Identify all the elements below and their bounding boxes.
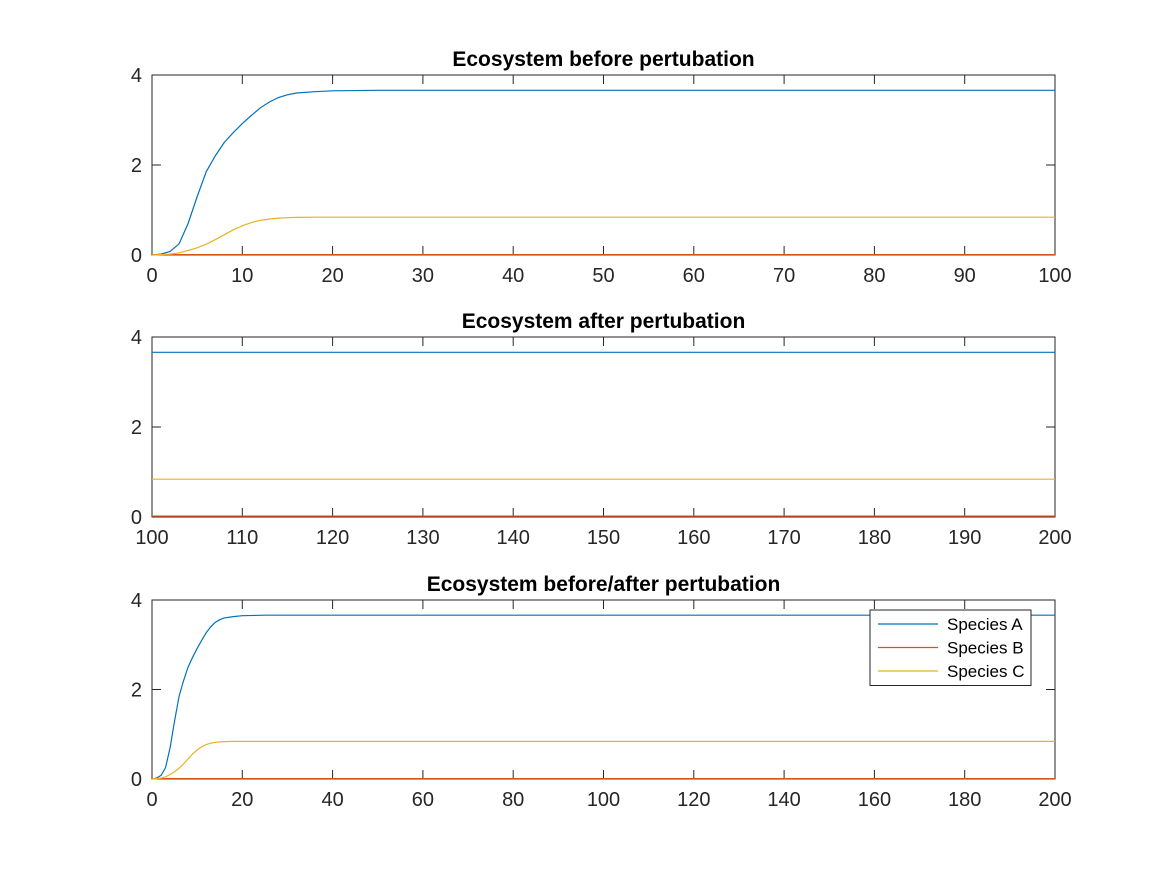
y-tick-label: 2 bbox=[131, 417, 142, 439]
y-tick-label: 0 bbox=[131, 245, 142, 267]
x-tick-label: 170 bbox=[767, 527, 800, 549]
chart-title: Ecosystem before/after pertubation bbox=[427, 573, 781, 596]
x-tick-label: 30 bbox=[412, 265, 434, 287]
y-tick-label: 0 bbox=[131, 507, 142, 529]
legend-entry: Species C bbox=[947, 662, 1024, 681]
x-tick-label: 180 bbox=[858, 527, 891, 549]
series-line-3 bbox=[151, 740, 1055, 780]
x-tick-label: 120 bbox=[677, 789, 710, 811]
x-tick-label: 0 bbox=[146, 265, 157, 287]
legend-entry: Species B bbox=[947, 639, 1024, 658]
series-line-1 bbox=[151, 614, 1055, 780]
y-tick-label: 2 bbox=[131, 155, 142, 177]
x-tick-label: 100 bbox=[587, 789, 620, 811]
x-tick-label: 130 bbox=[406, 527, 439, 549]
x-tick-label: 200 bbox=[1038, 527, 1071, 549]
x-tick-label: 40 bbox=[502, 265, 524, 287]
x-tick-label: 80 bbox=[863, 265, 885, 287]
y-tick-label: 4 bbox=[131, 590, 142, 612]
x-tick-label: 180 bbox=[948, 789, 981, 811]
x-tick-label: 20 bbox=[321, 265, 343, 287]
y-tick-label: 0 bbox=[131, 769, 142, 791]
x-tick-label: 100 bbox=[135, 527, 168, 549]
x-tick-label: 50 bbox=[592, 265, 614, 287]
legend-entry: Species A bbox=[947, 615, 1023, 634]
x-tick-label: 10 bbox=[231, 265, 253, 287]
x-tick-label: 200 bbox=[1038, 789, 1071, 811]
x-tick-label: 140 bbox=[767, 789, 800, 811]
x-tick-label: 0 bbox=[146, 789, 157, 811]
x-tick-label: 120 bbox=[316, 527, 349, 549]
x-tick-label: 60 bbox=[683, 265, 705, 287]
x-tick-label: 60 bbox=[412, 789, 434, 811]
y-tick-label: 2 bbox=[131, 680, 142, 702]
x-tick-label: 20 bbox=[231, 789, 253, 811]
plot-area bbox=[151, 74, 1056, 256]
legend: Species A Species B Species C bbox=[869, 609, 1032, 686]
x-tick-label: 160 bbox=[677, 527, 710, 549]
x-tick-label: 190 bbox=[948, 527, 981, 549]
plot-area bbox=[151, 336, 1056, 518]
x-tick-label: 110 bbox=[226, 527, 258, 549]
x-tick-label: 140 bbox=[497, 527, 530, 549]
subplot-2: Ecosystem after pertubation 100 110 120 130 1… bbox=[131, 310, 1072, 549]
x-tick-label: 90 bbox=[954, 265, 976, 287]
x-tick-label: 100 bbox=[1038, 265, 1071, 287]
series-line-1 bbox=[151, 89, 1055, 256]
chart-title: Ecosystem before pertubation bbox=[452, 48, 754, 71]
x-tick-label: 80 bbox=[502, 789, 524, 811]
y-tick-label: 4 bbox=[131, 65, 142, 87]
x-tick-label: 70 bbox=[773, 265, 795, 287]
y-tick-label: 4 bbox=[131, 327, 142, 349]
series-line-3 bbox=[151, 216, 1055, 256]
x-tick-label: 40 bbox=[321, 789, 343, 811]
chart-title: Ecosystem after pertubation bbox=[462, 310, 746, 333]
x-tick-label: 150 bbox=[587, 527, 620, 549]
x-tick-label: 160 bbox=[858, 789, 891, 811]
